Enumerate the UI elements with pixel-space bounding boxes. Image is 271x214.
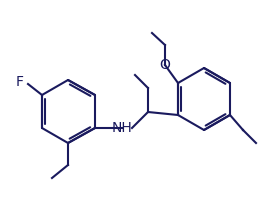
- Text: NH: NH: [112, 121, 132, 135]
- Text: O: O: [160, 58, 170, 72]
- Text: F: F: [16, 75, 24, 89]
